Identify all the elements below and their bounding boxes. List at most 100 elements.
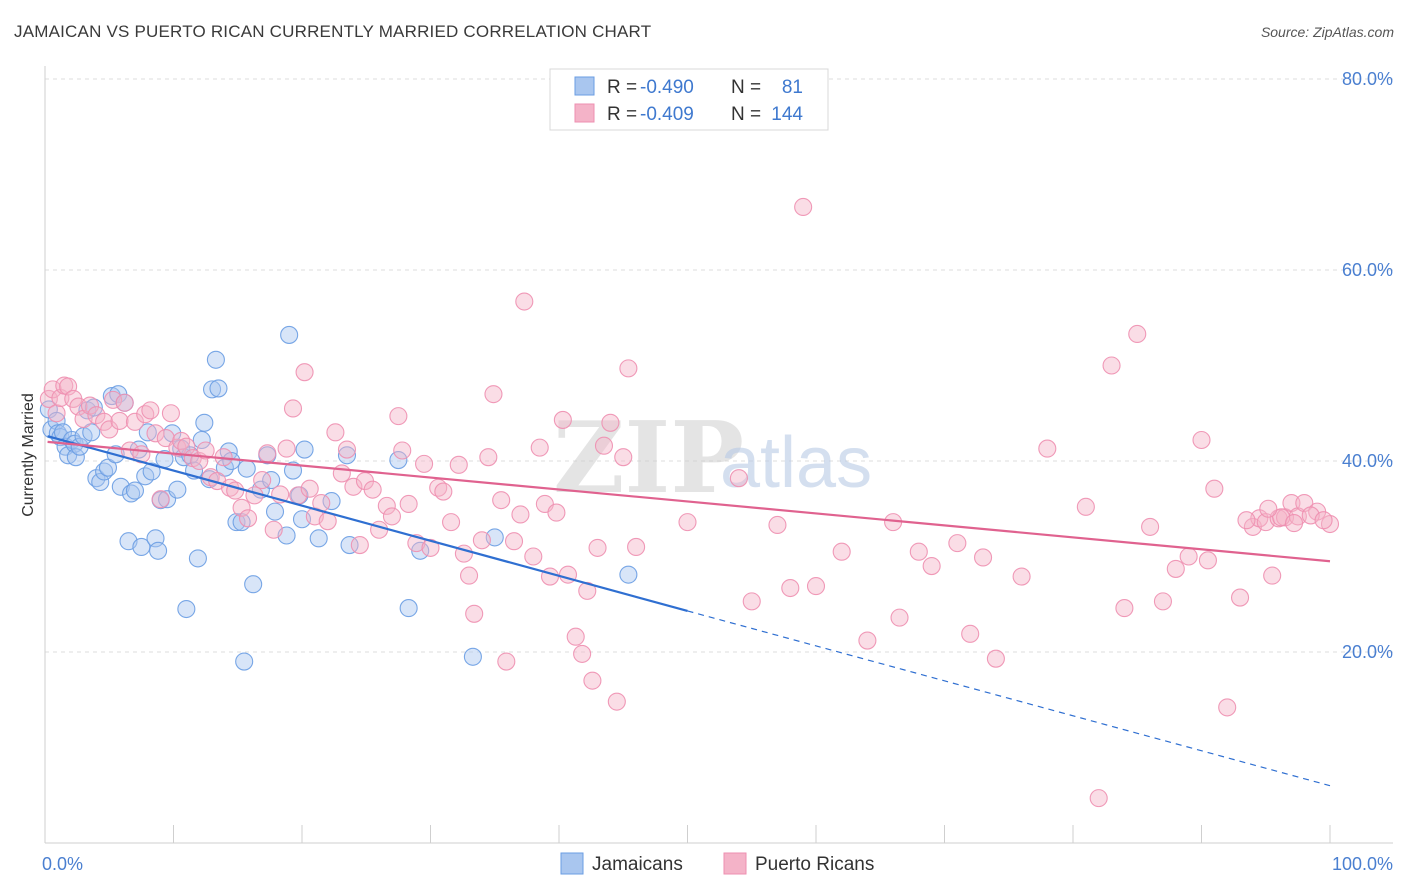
puerto-ricans-point [511,505,530,524]
puerto-ricans-point [484,385,503,404]
puerto-ricans-point [973,548,993,567]
puerto-ricans-point [1237,511,1256,530]
puerto-ricans-point [1198,551,1217,570]
jamaicans-point [66,448,85,467]
puerto-ricans-point [442,513,461,532]
puerto-ricans-point [104,390,123,409]
puerto-ricans-point [890,608,909,627]
puerto-ricans-point [619,359,638,378]
puerto-ricans-point [370,520,389,539]
legend-r-value-1: -0.490 [640,77,694,98]
jamaicans-point [168,480,187,499]
jamaicans-point [82,423,101,442]
y-axis-label: Currently Married [20,393,37,517]
puerto-ricans-point [421,538,440,557]
puerto-ricans-point [566,627,585,646]
puerto-ricans-point [337,440,357,459]
puerto-ricans-point [573,644,592,663]
jamaicans-point [149,541,168,560]
jamaicans-point [244,575,263,594]
jamaicans-point [192,430,211,450]
puerto-ricans-point [1166,559,1185,578]
puerto-ricans-point [393,441,412,460]
bottom-legend-swatch-jamaicans [560,852,584,875]
y-tick-label: 40.0% [1342,451,1393,471]
puerto-ricans-point [1089,789,1108,808]
puerto-ricans-point [415,454,434,473]
y-tick-label: 60.0% [1342,260,1393,280]
puerto-ricans-point [1102,356,1121,375]
puerto-ricans-point [344,477,363,496]
puerto-ricans-point [47,404,66,423]
legend-n-label-1: N = [731,77,761,98]
jamaicans-point [195,413,214,432]
puerto-ricans-point [449,455,468,474]
puerto-ricans-point [524,547,543,566]
legend-r-label-2: R = [607,104,637,125]
jamaicans-point [280,325,299,344]
puerto-ricans-point [530,438,549,457]
jamaicans-point [125,481,144,500]
x-tick-label: 100.0% [1332,854,1393,874]
legend-swatch-jamaicans [574,76,595,96]
jamaicans-point [399,599,418,618]
puerto-ricans-point [110,411,129,430]
puerto-ricans-point [588,538,607,557]
legend-n-label-2: N = [731,104,761,125]
puerto-ricans-point [578,581,597,600]
puerto-ricans-point [806,577,826,596]
jamaicans-point [91,472,110,492]
jamaicans-point [265,502,285,521]
puerto-ricans-point [465,604,484,623]
puerto-ricans-point [540,567,560,586]
puerto-ricans-point [492,491,511,510]
jamaicans-point [619,565,638,584]
scatter-points [39,197,1340,808]
puerto-ricans-point [1192,430,1211,450]
puerto-ricans-point [794,197,813,217]
puerto-ricans-point [1218,698,1237,717]
puerto-ricans-point [332,464,351,483]
puerto-ricans-point [607,692,626,711]
puerto-ricans-point [161,404,180,423]
puerto-ricans-point [1284,514,1304,533]
trend-lines [47,435,1331,787]
jamaicans-point [227,513,246,532]
puerto-ricans-point [627,537,646,557]
puerto-ricans-point [1259,499,1278,518]
puerto-ricans-point [742,592,761,611]
legend-swatch-puerto-ricans [574,103,595,123]
puerto-ricans-point [583,671,602,690]
puerto-ricans-point [768,515,787,535]
y-tick-label: 20.0% [1342,642,1393,662]
legend: R = -0.490 N = 81 R = -0.409 N = 144 [549,68,829,131]
puerto-ricans-point [986,649,1005,668]
puerto-ricans-point [382,507,402,526]
puerto-ricans-point [1128,324,1147,344]
puerto-ricans-trend-line [47,440,1331,563]
gridlines [45,78,1393,653]
tick-labels: 20.0% 40.0% 60.0% 80.0% 0.0% 100.0% [42,69,1393,874]
puerto-ricans-point [1263,566,1282,585]
jamaicans-trend-extension [687,610,1331,787]
puerto-ricans-point [172,431,191,450]
puerto-ricans-point [196,441,215,460]
puerto-ricans-point [253,471,272,490]
bottom-legend: Jamaicans Puerto Ricans [560,852,874,875]
jamaicans-point [237,459,256,478]
puerto-ricans-point [283,399,303,418]
jamaicans-point [111,477,130,496]
legend-r-value-2: -0.409 [640,104,694,125]
puerto-ricans-point [295,363,314,382]
puerto-ricans-point [922,556,941,576]
puerto-ricans-point [948,534,967,553]
puerto-ricans-point [515,292,534,311]
puerto-ricans-point [1205,479,1224,498]
puerto-ricans-point [547,503,566,522]
puerto-ricans-point [1153,592,1172,611]
puerto-ricans-point [504,532,524,551]
jamaicans-point [142,462,161,481]
jamaicans-point [235,652,254,671]
puerto-ricans-point [601,413,620,432]
bottom-legend-jamaicans: Jamaicans [592,854,683,875]
